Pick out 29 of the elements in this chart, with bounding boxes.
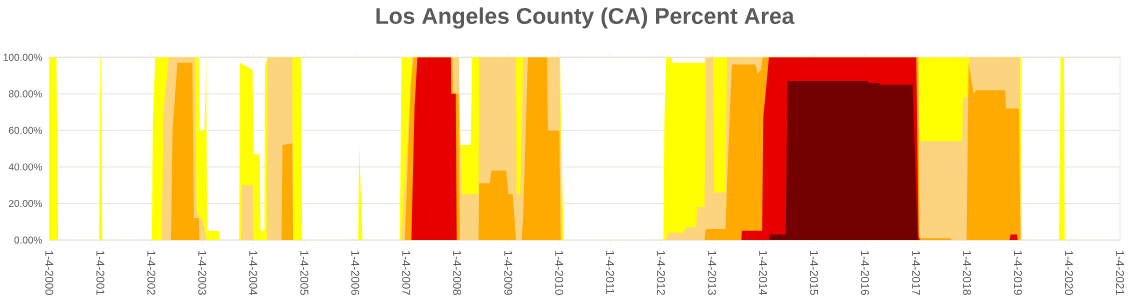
x-tick-label: 1-4-2004	[249, 250, 258, 296]
x-tick-label: 1-4-2019	[1013, 250, 1022, 295]
x-tick-label: 1-4-2017	[912, 250, 921, 295]
x-tick-label: 1-4-2016	[861, 250, 870, 295]
x-tick-label: 1-4-2011	[606, 250, 615, 295]
x-tick-label: 1-4-2021	[1116, 250, 1125, 295]
y-tick-label: 40.00%	[8, 163, 42, 171]
y-tick-label: 0.00%	[14, 236, 42, 244]
x-tick-label: 1-4-2009	[504, 250, 513, 295]
x-tick-label: 1-4-2005	[300, 250, 309, 295]
x-tick-label: 1-4-2008	[453, 250, 462, 295]
x-tick-label: 1-4-2003	[198, 250, 207, 295]
x-tick-label: 1-4-2012	[657, 250, 666, 295]
y-tick-label: 60.00%	[8, 126, 42, 134]
x-tick-label: 1-4-2018	[963, 250, 972, 295]
chart-title: Los Angeles County (CA) Percent Area	[376, 7, 795, 29]
x-tick-label: 1-4-2015	[810, 250, 819, 295]
y-tick-label: 20.00%	[8, 199, 42, 208]
x-tick-label: 1-4-2000	[45, 250, 54, 295]
x-tick-label: 1-4-2010	[555, 250, 564, 295]
x-tick-label: 1-4-2002	[147, 250, 156, 295]
x-tick-label: 1-4-2006	[351, 250, 360, 295]
x-tick-label: 1-4-2020	[1064, 250, 1073, 295]
x-tick-label: 1-4-2007	[402, 250, 411, 295]
y-tick-label: 80.00%	[8, 90, 42, 98]
x-tick-label: 1-4-2014	[759, 250, 768, 296]
x-tick-label: 1-4-2001	[96, 250, 105, 295]
y-tick-label: 100.00%	[3, 53, 42, 61]
x-tick-label: 1-4-2013	[708, 250, 717, 295]
